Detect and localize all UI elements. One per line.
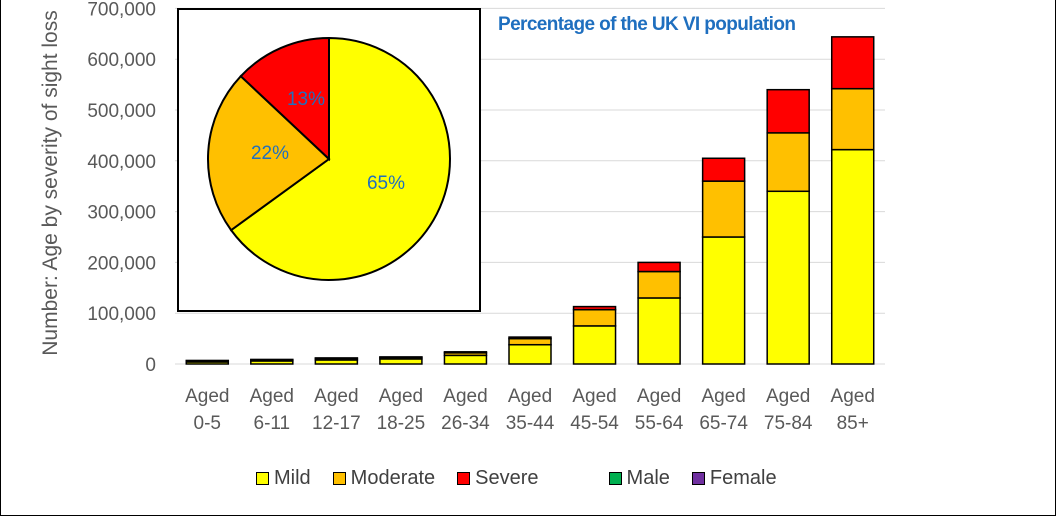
x-tick-label: 55-64	[635, 413, 684, 434]
bar-mild	[830, 148, 875, 365]
legend-swatch-female	[691, 471, 705, 485]
bar-severe	[766, 88, 810, 134]
legend-label-male: Male	[626, 466, 670, 489]
bar-severe	[185, 359, 230, 362]
x-tick-label: 26-34	[441, 413, 490, 434]
y-tick-label: 100,000	[87, 304, 156, 325]
legend-label-mild: Mild	[274, 466, 311, 489]
legend-swatch-mild	[256, 471, 269, 485]
legend-item-mild: Mild	[256, 467, 311, 490]
pie-slice-severe	[239, 36, 330, 162]
x-tick-label: 75-84	[764, 413, 813, 434]
pie-slice-moderate	[207, 74, 331, 232]
bar-severe	[443, 351, 488, 354]
y-tick-label: 0	[145, 355, 156, 376]
legend: Mild Moderate Severe Male Female	[256, 466, 799, 490]
pie-label-moderate: 22%	[251, 143, 289, 164]
bar-mild	[379, 358, 423, 365]
bar-moderate	[830, 87, 875, 151]
bar-severe	[637, 261, 681, 273]
bar-severe	[701, 157, 746, 182]
bar-mild	[766, 190, 810, 365]
x-tick-label: 65-74	[699, 413, 748, 434]
x-tick-label: 0-5	[194, 413, 221, 434]
bar-mild	[443, 354, 488, 365]
pie-slice-mild	[229, 36, 451, 281]
pie-label-severe: 13%	[287, 89, 325, 110]
legend-item-female: Female	[691, 466, 777, 490]
x-tick-label: 18-25	[377, 413, 426, 434]
legend-item-male: Male	[608, 466, 670, 490]
legend-label-moderate: Moderate	[350, 466, 436, 489]
bar-severe	[508, 336, 552, 340]
bar-severe	[250, 358, 294, 361]
pie-label-mild: 65%	[367, 173, 405, 194]
legend-swatch-moderate	[332, 471, 346, 485]
x-tick-label: Aged	[572, 386, 616, 407]
bar-mild	[637, 297, 681, 365]
x-tick-label: Aged	[766, 386, 810, 407]
legend-swatch-severe	[457, 471, 471, 485]
legend-item-moderate: Moderate	[332, 466, 436, 490]
x-tick-label: Aged	[250, 386, 294, 407]
legend-label-female: Female	[709, 466, 777, 489]
bar-moderate	[637, 270, 681, 299]
x-tick-label: Aged	[701, 386, 745, 407]
legend-label-severe: Severe	[475, 466, 539, 489]
bar-severe	[830, 36, 875, 90]
x-tick-label: Aged	[379, 386, 423, 407]
y-tick-label: 400,000	[87, 152, 156, 173]
x-tick-label: 45-54	[570, 413, 619, 434]
bar-mild	[701, 236, 746, 365]
x-tick-label: Aged	[314, 386, 358, 407]
y-tick-label: 700,000	[87, 0, 156, 20]
y-tick-label: 300,000	[87, 203, 156, 224]
bar-moderate	[508, 337, 552, 346]
x-tick-label: 85+	[837, 413, 869, 434]
x-tick-label: 12-17	[312, 413, 361, 434]
legend-swatch-male	[608, 471, 622, 485]
bar-severe	[572, 305, 617, 311]
y-tick-label: 200,000	[87, 253, 156, 274]
inset-title: Percentage of the UK VI population	[498, 14, 795, 35]
bar-mild	[572, 325, 617, 365]
bar-mild	[508, 343, 552, 365]
x-tick-label: Aged	[831, 386, 875, 407]
x-tick-label: Aged	[637, 386, 681, 407]
x-tick-label: Aged	[443, 386, 487, 407]
bar-moderate	[701, 180, 746, 238]
legend-item-severe: Severe	[457, 466, 539, 490]
y-tick-label: 600,000	[87, 50, 156, 71]
bar-moderate	[766, 132, 810, 193]
x-tick-label: Aged	[508, 386, 552, 407]
y-axis-title: Number: Age by severity of sight loss	[39, 10, 62, 356]
x-tick-label: 6-11	[254, 413, 291, 434]
x-tick-label: 35-44	[506, 413, 555, 434]
y-tick-label: 500,000	[87, 101, 156, 122]
bar-severe	[379, 356, 423, 359]
bar-moderate	[572, 308, 617, 327]
x-tick-label: Aged	[185, 386, 229, 407]
bar-severe	[314, 357, 359, 360]
